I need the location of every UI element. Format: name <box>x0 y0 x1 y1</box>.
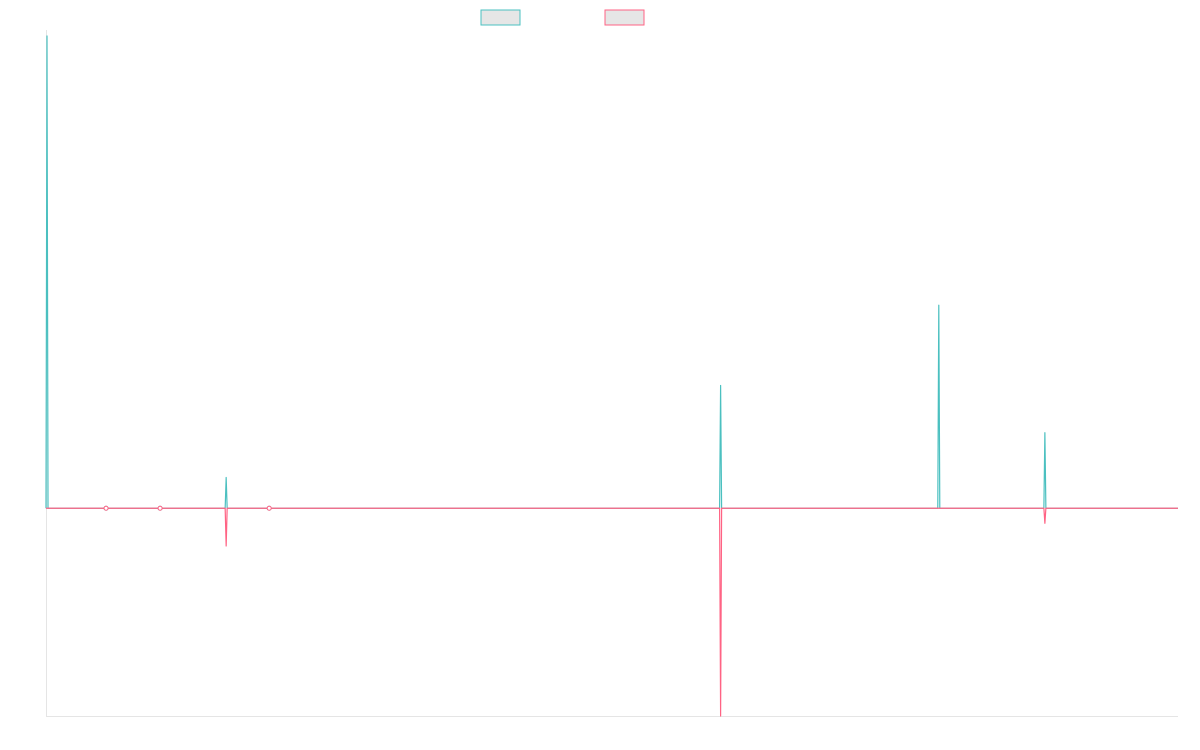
series-2-point-2[interactable] <box>157 505 163 511</box>
legend-swatch-series-1[interactable] <box>480 9 521 26</box>
plot-area <box>45 35 1178 717</box>
legend[interactable] <box>480 9 645 26</box>
series-2-point-4[interactable] <box>266 505 272 511</box>
series-2-point-1[interactable] <box>103 505 109 511</box>
legend-swatch-series-2[interactable] <box>604 9 645 26</box>
series-2-line <box>46 507 1178 717</box>
series-1-line <box>45 35 1178 509</box>
axes <box>46 30 1178 717</box>
